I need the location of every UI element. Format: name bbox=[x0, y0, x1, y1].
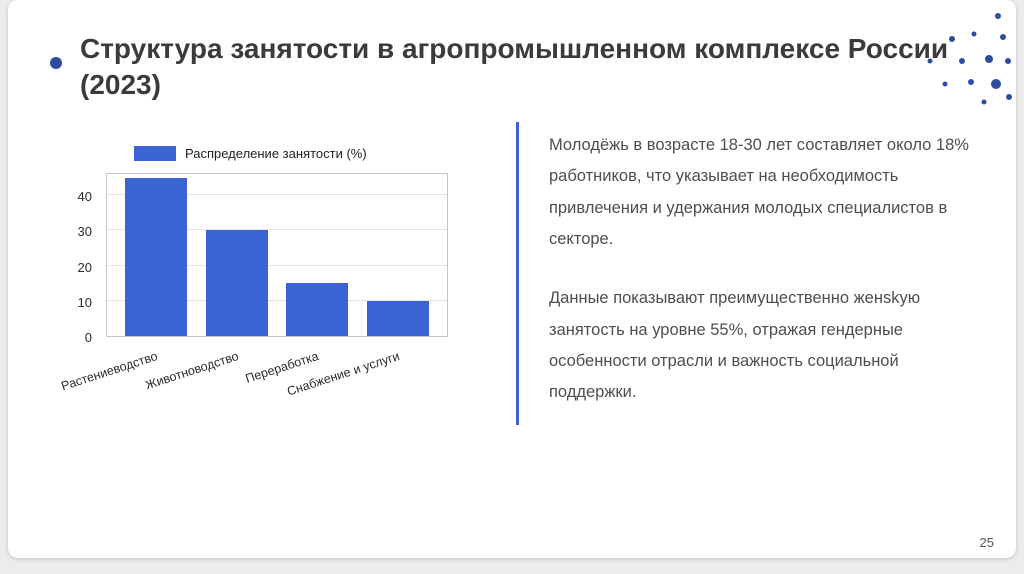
y-axis: 0 10 20 30 40 bbox=[60, 173, 100, 345]
bar bbox=[286, 283, 349, 336]
plot-area: 0 10 20 30 40 bbox=[60, 173, 452, 345]
y-tick-label: 0 bbox=[84, 330, 92, 345]
y-tick-label: 20 bbox=[77, 259, 92, 275]
employment-bar-chart: Распределение занятости (%) 0 10 20 30 40 Ра… bbox=[60, 146, 480, 419]
legend-label: Распределение занятости (%) bbox=[185, 146, 367, 161]
decorative-dots-icon bbox=[927, 13, 1012, 105]
y-tick-label: 40 bbox=[77, 189, 92, 205]
y-tick-label: 30 bbox=[77, 224, 92, 240]
gridline bbox=[107, 299, 447, 301]
gridline bbox=[107, 194, 447, 196]
y-tick-label: 10 bbox=[77, 294, 92, 310]
bar bbox=[125, 177, 188, 336]
insight-panel: Молодёжь в возрасте 18-30 лет составляет… bbox=[516, 122, 988, 425]
insight-paragraph: Молодёжь в возрасте 18-30 лет составляет… bbox=[549, 136, 969, 249]
bar bbox=[205, 230, 268, 336]
x-axis-labels: Растениеводство Животноводство Переработка… bbox=[60, 341, 480, 419]
chart-legend: Распределение занятости (%) bbox=[134, 146, 480, 161]
slide-card: Структура занятости в агропромышленном к… bbox=[8, 0, 1016, 558]
bar bbox=[366, 300, 429, 336]
title-bullet-icon bbox=[50, 57, 62, 69]
page-number: 25 bbox=[979, 535, 994, 550]
slide-title: Структура занятости в агропромышленном к… bbox=[80, 32, 949, 101]
plot bbox=[106, 173, 448, 337]
gridline bbox=[107, 229, 447, 231]
gridline bbox=[107, 264, 447, 266]
legend-swatch-icon bbox=[134, 146, 176, 161]
insight-paragraph: Данные показывают преимущественно женskу… bbox=[549, 289, 921, 402]
